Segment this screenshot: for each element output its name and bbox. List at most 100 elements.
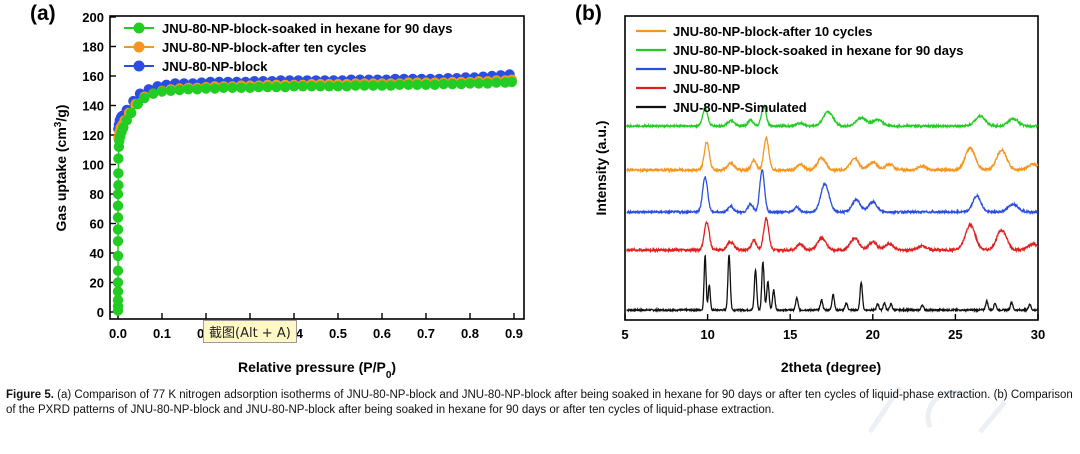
caption-label: Figure 5.: [6, 389, 54, 401]
panel-b-legend-entry: JNU-80-NP-block-soaked in hexane for 90 …: [636, 43, 963, 58]
panel-a-data-point: [112, 236, 124, 247]
panel-a-x-tick-label: 0.7: [417, 326, 435, 341]
panel-a-data-point: [376, 80, 388, 91]
panel-a-plot-frame: [109, 15, 525, 320]
panel-b-x-axis-title: 2theta (degree): [781, 359, 881, 375]
panel-a-series-green: [112, 76, 517, 316]
panel-a-data-point: [112, 224, 124, 235]
panel-b-legend-label: JNU-80-NP-Simulated: [673, 100, 807, 115]
panel-a-data-point: [350, 80, 361, 91]
panel-a-data-point: [385, 80, 396, 91]
panel-a-data-point: [359, 80, 370, 91]
panel-a-data-point: [139, 92, 150, 104]
panel-a-data-point: [126, 107, 137, 119]
panel-a-series-line: [117, 81, 512, 311]
panel-a-data-point: [324, 81, 335, 92]
panel-a-data-point: [262, 81, 273, 93]
panel-a-data-point: [183, 84, 194, 95]
panel-a-data-point: [473, 78, 484, 89]
panel-b-legend-entry: JNU-80-NP-block: [636, 62, 779, 77]
panel-a-x-axis-title: Relative pressure (P/P0): [238, 359, 396, 381]
panel-a-data-point: [244, 82, 256, 94]
panel-b-legend-entry: JNU-80-NP-Simulated: [636, 100, 807, 115]
panel-b-legend-label: JNU-80-NP: [673, 81, 741, 96]
panel-a-data-point: [491, 77, 502, 88]
panel-b-legend-label: JNU-80-NP-block-soaked in hexane for 90 …: [673, 43, 963, 58]
panel-a-data-point: [200, 83, 212, 94]
panel-a-data-point: [368, 80, 379, 91]
panel-a-data-point: [332, 81, 344, 92]
panel-a-data-point: [341, 81, 352, 92]
panel-b-x-tick-label: 20: [866, 327, 880, 342]
panel-a-data-point: [315, 81, 326, 92]
panel-b-pattern-orange: [626, 135, 1039, 174]
panel-a-data-point: [112, 212, 124, 223]
panel-a-y-tick-label: 60: [90, 217, 104, 232]
panel-a-data-point: [429, 79, 440, 91]
panel-a-legend-entry: JNU-80-NP-block-soaked in hexane for 90 …: [124, 21, 452, 36]
panel-b-pattern-red: [626, 216, 1039, 254]
panel-a-x-ticks: 0.00.10.20.30.40.50.60.70.80.9: [109, 313, 523, 341]
panel-a-x-tick-label: 0.9: [505, 326, 523, 341]
panel-a-data-point: [218, 82, 229, 94]
panel-b-legend-label: JNU-80-NP-block: [673, 62, 779, 77]
panel-b-y-axis-title: Intensity (a.u.): [593, 121, 609, 216]
panel-a-x-tick-label: 0.5: [329, 326, 347, 341]
panel-a-data-point: [112, 277, 124, 288]
panel-a-data-point: [174, 84, 185, 96]
panel-a-data-point: [192, 84, 203, 95]
panel-a-data-point: [209, 83, 220, 94]
panel-a-data-point: [482, 78, 493, 89]
panel-b-x-tick-label: 30: [1031, 327, 1045, 342]
panel-a-x-tick-label: 0.6: [373, 326, 391, 341]
panel-a-legend-marker: [133, 60, 145, 72]
panel-a-data-point: [412, 79, 423, 91]
panel-a-y-tick-label: 40: [90, 246, 104, 261]
figure-svg: (a) 0.00.10.20.30.40.50.60.70.80.9 02040…: [30, 2, 1045, 381]
panel-a-letter: (a): [30, 2, 56, 25]
panel-a-data-point: [113, 180, 124, 191]
panel-b-legend-entry: JNU-80-NP: [636, 81, 741, 96]
panel-a-data-point: [112, 188, 124, 200]
panel-a-legend-marker: [133, 22, 145, 34]
panel-a-data-point: [271, 81, 282, 93]
panel-a-data-point: [297, 81, 308, 92]
panel-a-y-tick-label: 120: [82, 128, 104, 143]
panel-a-x-tick-label: 0.1: [153, 326, 171, 341]
panel-b-series: [626, 104, 1039, 314]
panel-a-y-tick-label: 200: [82, 10, 104, 25]
panel-a-data-point: [227, 82, 238, 94]
panel-a-data-point: [236, 82, 247, 94]
panel-a-legend-entry: JNU-80-NP-block: [124, 59, 268, 74]
figure-caption: Figure 5. (a) Comparison of 77 K nitroge…: [6, 388, 1074, 418]
panel-a-y-tick-label: 140: [82, 99, 104, 114]
panel-a-series: [112, 69, 517, 316]
panel-a-data-point: [438, 78, 449, 90]
panel-a-data-point: [113, 153, 124, 164]
panel-a-data-point: [253, 81, 264, 93]
panel-a-y-tick-label: 180: [82, 40, 104, 55]
panel-b-pattern-black: [626, 254, 1039, 314]
panel-a-y-ticks: 0 20 40 60 80 100 120 140 160 180 200: [82, 10, 116, 320]
panel-a-data-point: [156, 86, 168, 97]
panel-a-data-point: [165, 85, 176, 97]
panel-a-y-tick-label: 100: [82, 158, 104, 173]
panel-a-y-tick-label: 80: [90, 187, 104, 202]
panel-a-y-tick-label: 20: [90, 276, 104, 291]
panel-a-legend-label: JNU-80-NP-block-soaked in hexane for 90 …: [162, 21, 452, 36]
panel-a-data-point: [306, 81, 317, 92]
panel-a-data-point: [403, 79, 414, 91]
panel-b-x-tick-label: 5: [621, 327, 628, 342]
panel-a-data-point: [112, 295, 124, 306]
panel-b-x-ticks: 5 10 15 20 25 30: [621, 314, 1045, 342]
watermark-logo: [867, 385, 1007, 434]
panel-b-legend-entry: JNU-80-NP-block-after 10 cycles: [636, 24, 872, 39]
panel-a-data-point: [420, 79, 432, 91]
panel-b-pattern-blue: [626, 169, 1039, 216]
panel-a-data-point: [464, 78, 476, 89]
panel-a-y-axis-title: Gas uptake (cm3/g): [53, 105, 70, 232]
panel-b-chart: (b) 5 10 15 20 25 30 2theta (degree) Intensit…: [575, 2, 1045, 375]
panel-a-legend-entry: JNU-80-NP-block-after ten cycles: [124, 40, 366, 55]
caption-text: (a) Comparison of 77 K nitrogen adsorpti…: [6, 389, 1073, 416]
screenshot-tooltip: 截图(Alt + A): [203, 320, 297, 343]
